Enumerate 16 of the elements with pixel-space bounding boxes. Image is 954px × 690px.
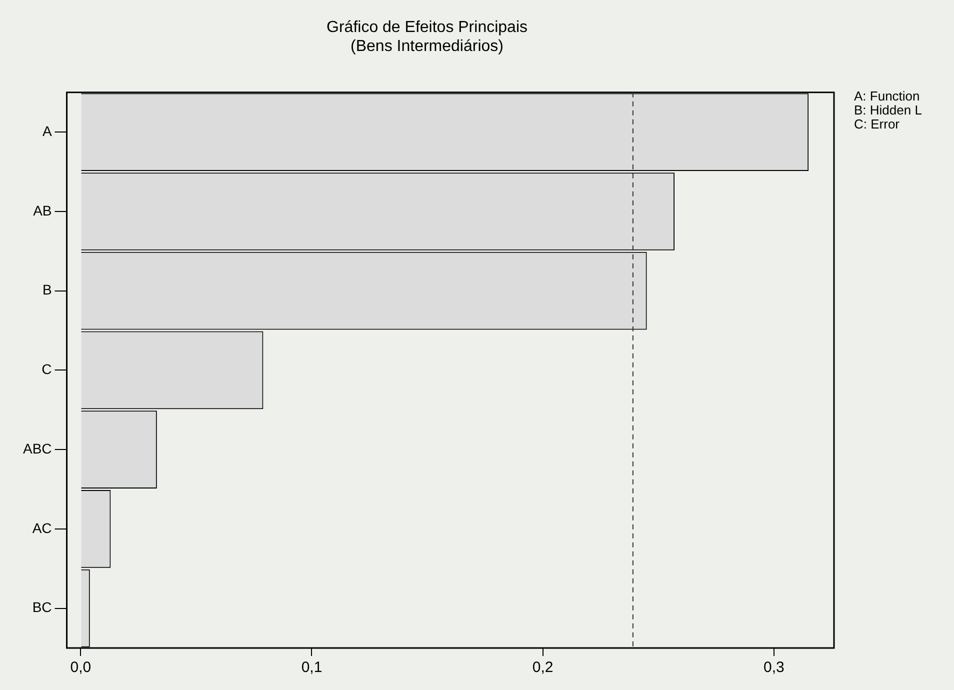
y-tick-label: B [42, 282, 52, 298]
text: A: Function [854, 88, 920, 104]
chart-subtitle: (Bens Intermediários) [350, 38, 504, 56]
x-tick-label: 0,2 [532, 659, 554, 676]
y-tick-label: C [42, 361, 52, 378]
text: B: Hidden L [854, 102, 922, 118]
y-tick-label: A [42, 122, 52, 139]
y-tick-label: AC [32, 520, 52, 536]
x-tick-label: 0,1 [301, 659, 322, 676]
x-tick-label: 0,0 [70, 659, 92, 676]
y-tick-label: AB [33, 202, 52, 218]
y-tick-label: BC [32, 599, 52, 616]
chart-title: Gráfico de Efeitos Principais [326, 19, 528, 36]
text: C: Error [854, 116, 900, 132]
y-tick-label: ABC [22, 440, 52, 456]
x-tick-label: 0,3 [763, 659, 784, 676]
